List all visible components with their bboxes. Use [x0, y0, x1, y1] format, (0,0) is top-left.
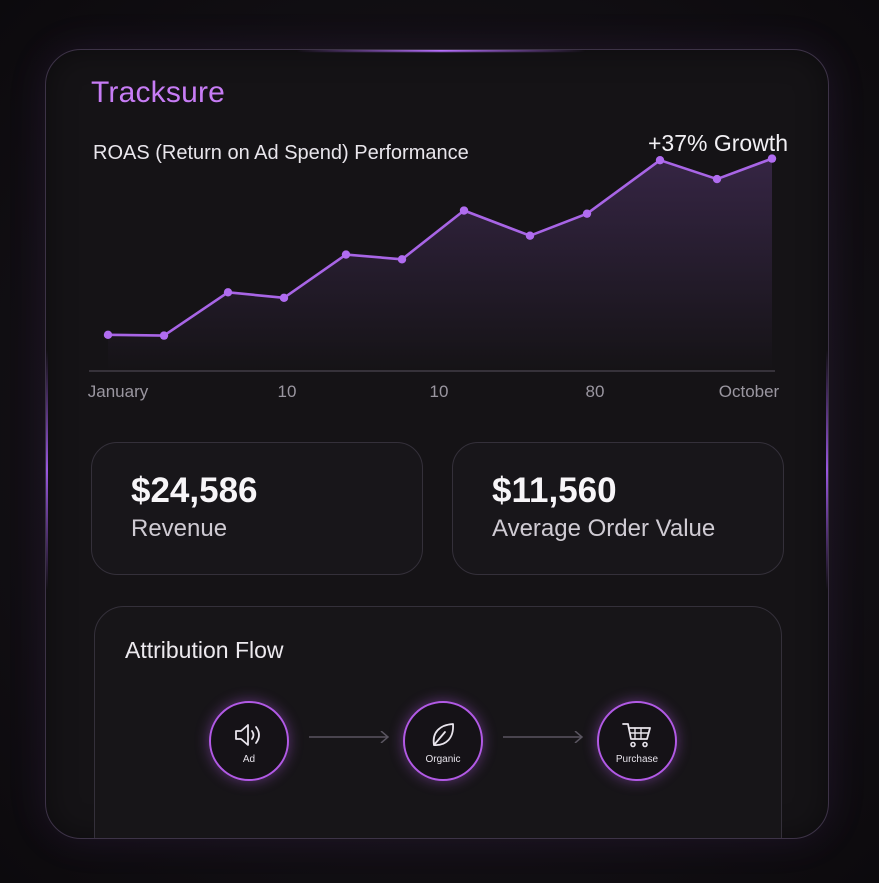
roas-line-chart: January 10 10 80 October	[88, 154, 780, 401]
chart-point-12[interactable]	[767, 154, 777, 163]
flow-arrow-1	[309, 731, 390, 743]
chart-point-1[interactable]	[103, 330, 113, 340]
speaker-icon	[235, 724, 260, 746]
x-tick-label-4: 80	[586, 382, 605, 401]
top-glow	[296, 50, 586, 52]
chart-point-3[interactable]	[223, 288, 233, 297]
chart-title: ROAS (Return on Ad Spend) Performance	[93, 142, 469, 164]
left-glow	[46, 350, 48, 590]
chart-point-7[interactable]	[459, 206, 469, 215]
chart-point-6[interactable]	[397, 255, 407, 264]
chart-point-4[interactable]	[279, 293, 289, 303]
attribution-flow-panel: Attribution Flow Ad Organic	[94, 606, 782, 838]
aov-value: $11,560	[492, 471, 617, 510]
brand-logo[interactable]: Tracksure	[91, 76, 226, 109]
flow-arrow-2	[503, 731, 584, 743]
revenue-label: Revenue	[131, 515, 228, 542]
revenue-card[interactable]: $24,586 Revenue	[91, 442, 423, 575]
chart-area-fill	[108, 158, 772, 371]
x-tick-label-1: January	[88, 382, 149, 401]
right-glow	[826, 350, 828, 590]
aov-card[interactable]: $11,560 Average Order Value	[452, 442, 784, 575]
flow-node-organic-label: Organic	[425, 754, 461, 765]
roas-series-line	[107, 157, 773, 337]
revenue-value: $24,586	[131, 471, 258, 510]
flow-node-purchase[interactable]: Purchase	[597, 701, 677, 781]
x-tick-label-5: October	[719, 382, 780, 401]
x-tick-label-3: 10	[430, 382, 449, 401]
flow-node-ad[interactable]: Ad	[209, 701, 289, 781]
flow-node-ad-label: Ad	[242, 754, 256, 765]
chart-point-8[interactable]	[525, 231, 535, 240]
leaf-icon	[432, 723, 454, 746]
chart-point-11[interactable]	[712, 174, 722, 184]
chart-points	[103, 154, 777, 340]
x-tick-label-2: 10	[278, 382, 297, 401]
aov-label: Average Order Value	[492, 515, 716, 542]
x-tick-labels: January 10 10 80 October	[88, 382, 780, 401]
flow-node-organic[interactable]: Organic	[403, 701, 483, 781]
dashboard-card: Tracksure ROAS (Return on Ad Spend) Perf…	[45, 49, 829, 839]
flow-node-purchase-label: Purchase	[615, 754, 659, 765]
chart-point-2[interactable]	[159, 331, 169, 340]
chart-point-10[interactable]	[655, 155, 665, 165]
cart-icon	[622, 723, 651, 748]
chart-point-9[interactable]	[582, 209, 592, 218]
chart-point-5[interactable]	[341, 250, 351, 259]
attribution-flow-title: Attribution Flow	[125, 637, 284, 663]
growth-badge: +37% Growth	[648, 130, 788, 156]
